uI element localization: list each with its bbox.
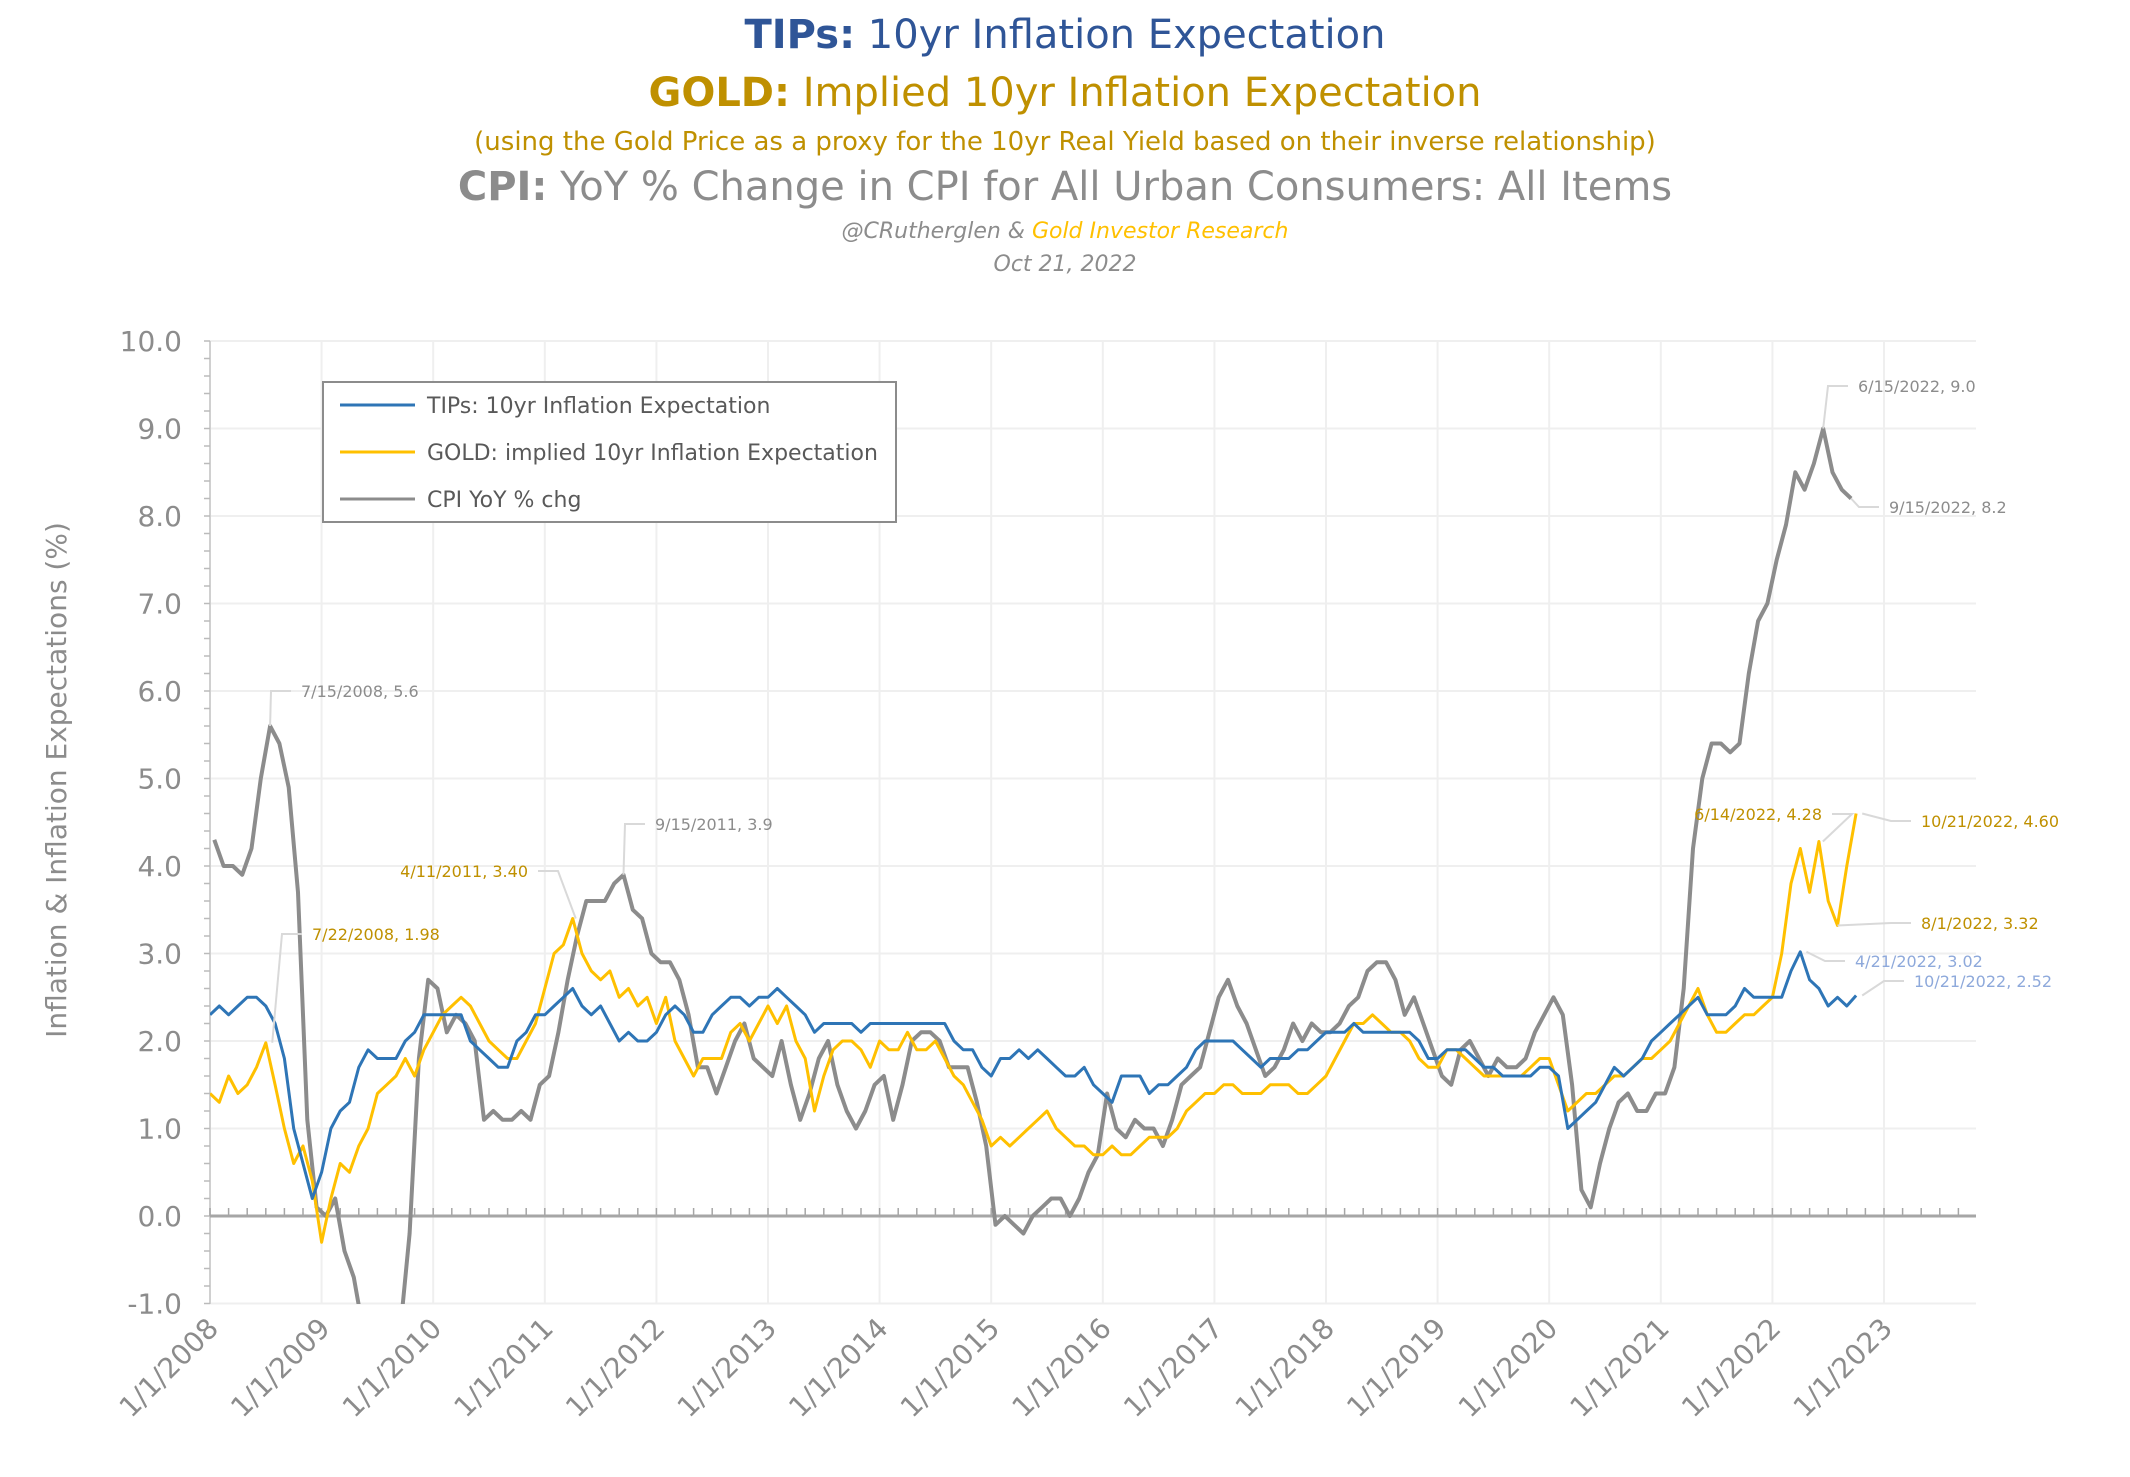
x-tick-label: 1/1/2019 <box>1340 1312 1452 1424</box>
y-tick-label: 7.0 <box>137 588 182 621</box>
chart-date: Oct 21, 2022 <box>994 252 1137 277</box>
x-tick-label: 1/1/2010 <box>336 1312 448 1424</box>
annotation-leader <box>1822 813 1855 843</box>
x-tick-label: 1/1/2022 <box>1675 1312 1787 1424</box>
credit: @CRutherglen & Gold Investor Research <box>842 219 1289 244</box>
title-cpi-bold: CPI: <box>458 164 548 210</box>
y-tick-label: 3.0 <box>137 938 182 971</box>
x-tick-label: 1/1/2013 <box>671 1312 783 1424</box>
x-tick-label: 1/1/2018 <box>1229 1312 1341 1424</box>
y-tick-label: 6.0 <box>137 675 182 708</box>
x-tick-label: 1/1/2021 <box>1563 1312 1675 1424</box>
y-tick-label: 9.0 <box>137 413 182 446</box>
x-tick-label: 1/1/2020 <box>1452 1312 1564 1424</box>
annotation-label: 9/15/2022, 8.2 <box>1889 498 2007 517</box>
annotation-label: 4/21/2022, 3.02 <box>1855 952 1983 971</box>
annotation-leader <box>1861 812 1911 822</box>
x-tick-label: 1/1/2017 <box>1117 1312 1229 1424</box>
title-gold-note: (using the Gold Price as a proxy for the… <box>474 127 1656 157</box>
y-tick-label: 5.0 <box>137 763 182 796</box>
x-tick-label: 1/1/2015 <box>894 1312 1006 1424</box>
y-tick-label: 0.0 <box>137 1200 182 1233</box>
credit-org: Gold Investor Research <box>1032 219 1289 244</box>
annotation-leader <box>1861 980 1904 997</box>
annotation-leader <box>269 690 291 727</box>
annotation-leader <box>1822 385 1848 429</box>
legend: TIPs: 10yr Inflation Expectation GOLD: i… <box>322 381 897 523</box>
annotations: 7/15/2008, 5.6 7/22/2008, 1.98 4/11/2011, … <box>269 377 2059 1043</box>
title-gold-bold: GOLD: <box>648 70 790 116</box>
annotation-label: 10/21/2022, 4.60 <box>1921 812 2059 831</box>
x-tick-label: 1/1/2011 <box>447 1312 559 1424</box>
legend-label-tips: TIPs: 10yr Inflation Expectation <box>426 394 770 419</box>
annotation-label: 4/11/2011, 3.40 <box>400 862 528 881</box>
y-tick-label: 10.0 <box>120 325 182 358</box>
annotation-leader <box>622 823 645 875</box>
x-tick-label: 1/1/2023 <box>1787 1312 1899 1424</box>
annotation-label: 6/15/2022, 9.0 <box>1858 377 1976 396</box>
legend-label-gold: GOLD: implied 10yr Inflation Expectation <box>427 441 878 466</box>
annotation-label: 7/15/2008, 5.6 <box>301 682 419 701</box>
x-tick-label: 1/1/2009 <box>224 1312 336 1424</box>
annotation-label: 8/1/2022, 3.32 <box>1921 914 2039 933</box>
x-tick-label: 1/1/2016 <box>1005 1312 1117 1424</box>
series-line-gold <box>210 813 1858 1244</box>
y-axis-label: Inflation & Inflation Expectations (%) <box>40 522 73 1038</box>
annotation-label: 10/21/2022, 2.52 <box>1914 972 2052 991</box>
title-tips-bold: TIPs: <box>745 12 856 58</box>
y-tick-label: -1.0 <box>127 1288 182 1321</box>
y-tick-label: 8.0 <box>137 500 182 533</box>
x-tick-label: 1/1/2014 <box>782 1312 894 1424</box>
y-tick-label: 2.0 <box>137 1025 182 1058</box>
annotation-label: 6/14/2022, 4.28 <box>1694 805 1822 824</box>
series-line-tips <box>210 950 1858 1200</box>
legend-box <box>322 381 897 523</box>
title-tips: TIPs: 10yr Inflation Expectation <box>745 12 1386 58</box>
annotation-label: 9/15/2011, 3.9 <box>655 815 773 834</box>
x-tick-label: 1/1/2012 <box>559 1312 671 1424</box>
annotation-label: 7/22/2008, 1.98 <box>312 925 440 944</box>
annotation-leader <box>271 933 302 1043</box>
chart-titles: TIPs: 10yr Inflation Expectation GOLD: I… <box>458 12 1672 277</box>
credit-author: @CRutherglen & <box>842 219 1032 244</box>
series-lines <box>210 426 1858 1304</box>
x-tick-label: 1/1/2008 <box>113 1312 225 1424</box>
title-gold: GOLD: Implied 10yr Inflation Expectation <box>648 70 1481 116</box>
title-gold-rest: Implied 10yr Inflation Expectation <box>790 70 1481 116</box>
series-line-cpi <box>212 426 1853 1304</box>
annotation-leader <box>1850 497 1879 508</box>
y-tick-label: 4.0 <box>137 850 182 883</box>
legend-label-cpi: CPI YoY % chg <box>427 488 581 513</box>
annotation-leader <box>538 870 577 919</box>
y-tick-label: 1.0 <box>137 1113 182 1146</box>
annotation-leader <box>1805 950 1845 962</box>
title-cpi: CPI: YoY % Change in CPI for All Urban C… <box>458 164 1672 210</box>
gridlines <box>210 340 1976 1305</box>
title-cpi-rest: YoY % Change in CPI for All Urban Consum… <box>547 164 1672 210</box>
annotation-leader <box>1837 922 1911 927</box>
title-tips-rest: 10yr Inflation Expectation <box>855 12 1385 58</box>
